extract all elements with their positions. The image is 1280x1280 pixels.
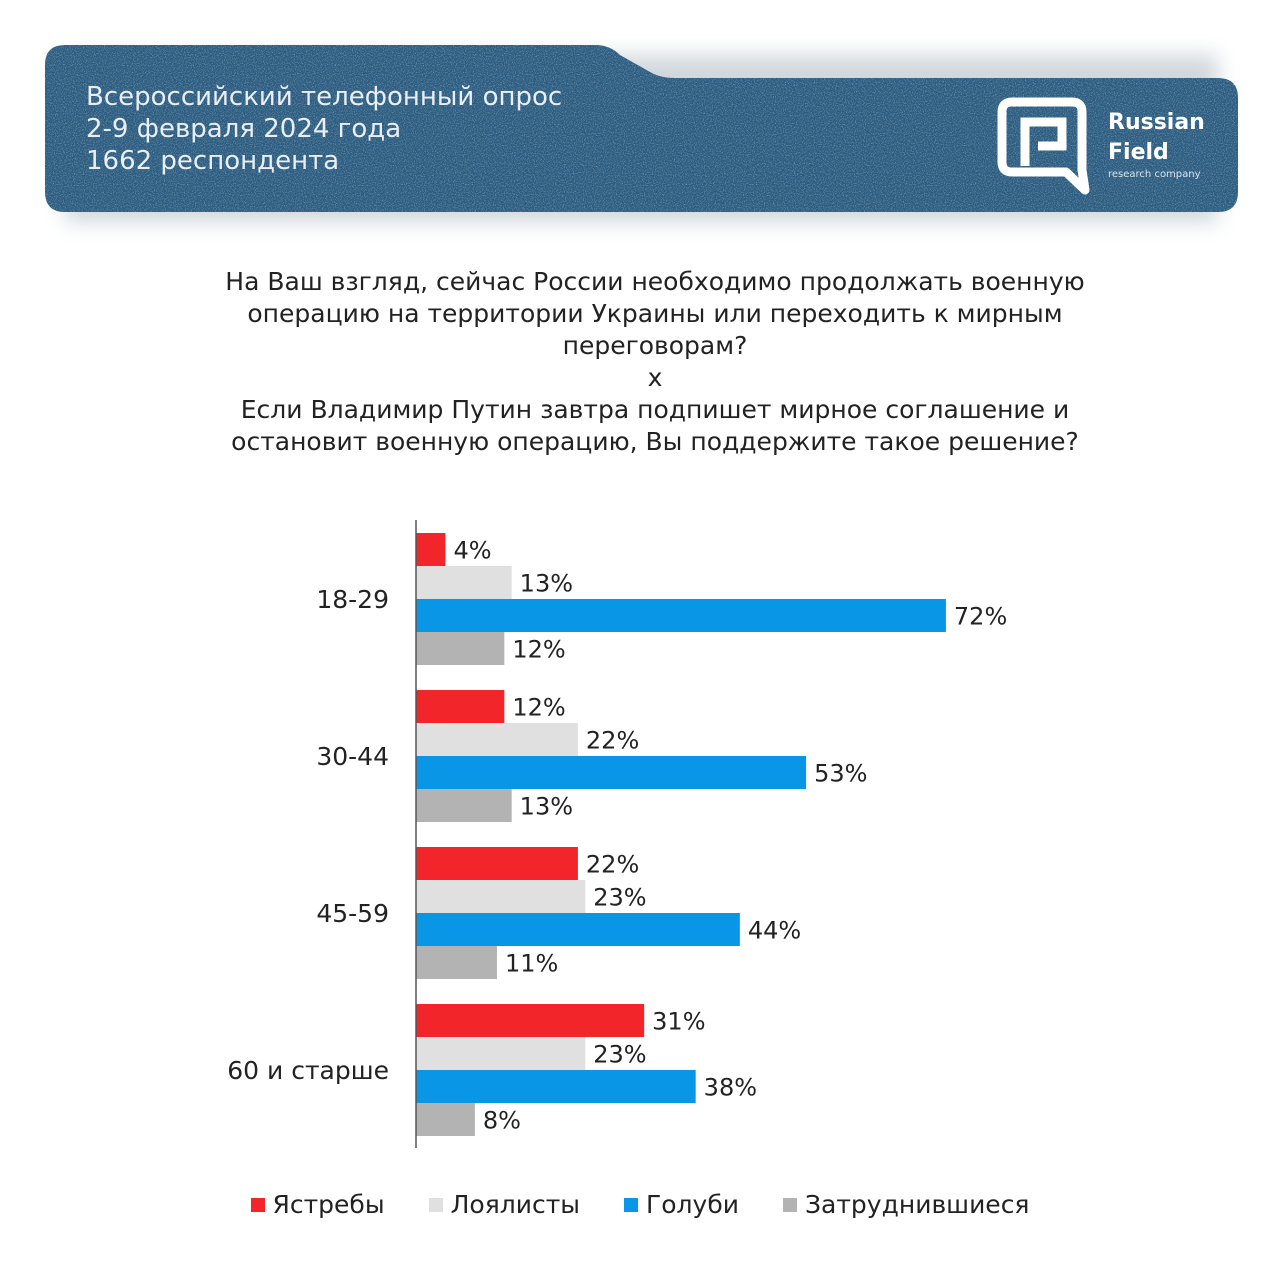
bar	[416, 690, 505, 723]
data-label: 4%	[453, 537, 491, 565]
data-label: 13%	[520, 570, 573, 598]
question-line: Если Владимир Путин завтра подпишет мирн…	[240, 395, 1070, 424]
legend-swatch	[428, 1197, 443, 1212]
survey-title: Всероссийский телефонный опрос	[86, 82, 563, 112]
data-label: 38%	[704, 1074, 757, 1102]
bar	[416, 1070, 696, 1103]
bar	[416, 1004, 645, 1037]
logo-name-line1: Russian	[1108, 110, 1205, 135]
logo-name-line2: Field	[1108, 140, 1169, 165]
logo-tagline: research company	[1108, 169, 1201, 180]
legend-item: Голуби	[624, 1190, 739, 1219]
bar	[416, 789, 512, 822]
data-label: 22%	[586, 727, 639, 755]
russian-field-logo-icon	[997, 97, 1090, 195]
category-label: 45-59	[316, 899, 389, 928]
legend-label: Лоялисты	[450, 1190, 581, 1219]
data-label: 23%	[593, 1041, 646, 1069]
legend-swatch	[250, 1197, 265, 1212]
bar	[416, 533, 446, 566]
bar	[416, 946, 497, 979]
category-label: 30-44	[316, 742, 389, 771]
bar	[416, 847, 578, 880]
bar	[416, 1103, 475, 1136]
legend-swatch	[783, 1197, 797, 1212]
legend-item: Затруднившиеся	[783, 1190, 1029, 1219]
legend-label: Голуби	[646, 1190, 739, 1219]
bar	[416, 756, 807, 789]
bar	[416, 880, 586, 913]
data-label: 12%	[512, 694, 565, 722]
category-label: 18-29	[316, 585, 389, 614]
bar	[416, 599, 946, 632]
bar	[416, 632, 505, 665]
question-line: На Ваш взгляд, сейчас России необходимо …	[225, 267, 1085, 296]
logo-name: Russian Field	[1108, 108, 1205, 168]
bar	[416, 913, 740, 946]
legend-swatch	[624, 1197, 639, 1212]
question-line: остановит военную операцию, Вы поддержит…	[231, 427, 1079, 456]
legend-label: Затруднившиеся	[805, 1190, 1030, 1219]
data-label: 44%	[748, 917, 801, 945]
legend-item: Ястребы	[250, 1190, 385, 1219]
legend: Ястребы Лоялисты Голуби Затруднившиеся	[0, 1190, 1280, 1219]
bar	[416, 566, 512, 599]
survey-respondents: 1662 респондента	[86, 146, 340, 176]
bar	[416, 1037, 586, 1070]
category-label: 60 и старше	[227, 1056, 389, 1085]
data-label: 72%	[954, 603, 1007, 631]
data-label: 8%	[483, 1107, 521, 1135]
question-text: На Ваш взгляд, сейчас России необходимо …	[100, 266, 1210, 458]
legend-item: Лоялисты	[428, 1190, 581, 1219]
survey-dates: 2-9 февраля 2024 года	[86, 114, 402, 144]
data-label: 12%	[512, 636, 565, 664]
data-label: 22%	[586, 851, 639, 879]
question-line: переговорам?	[562, 331, 748, 360]
legend-label: Ястребы	[272, 1190, 385, 1219]
question-line: операцию на территории Украины или перех…	[247, 299, 1063, 328]
bar	[416, 723, 578, 756]
data-label: 13%	[520, 793, 573, 821]
data-label: 31%	[652, 1008, 705, 1036]
header-banner	[45, 45, 1238, 222]
question-separator: x	[647, 363, 663, 392]
data-label: 23%	[593, 884, 646, 912]
data-label: 53%	[814, 760, 867, 788]
data-label: 11%	[505, 950, 558, 978]
